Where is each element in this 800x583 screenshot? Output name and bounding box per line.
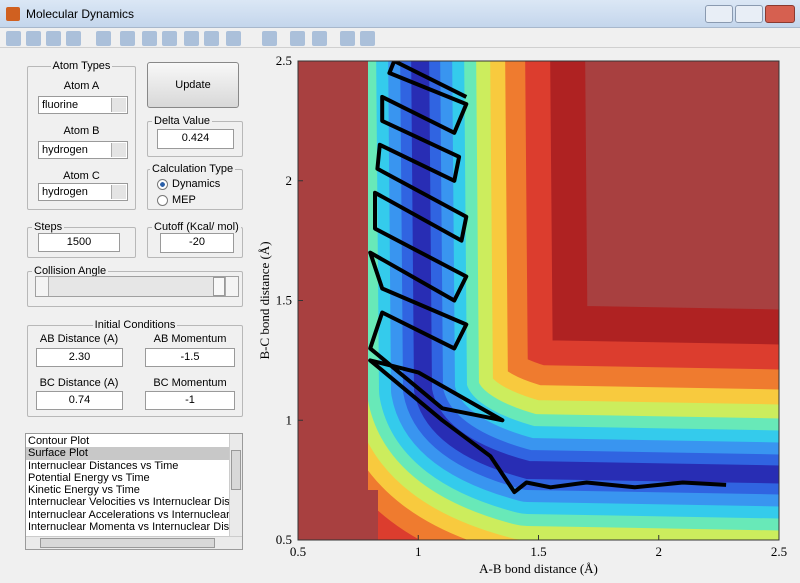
x-tick-label: 2.5 [771,544,787,559]
repulsive-wall [298,61,368,540]
radio-label: MEP [172,194,196,206]
slider-thumb[interactable] [213,277,225,296]
scroll-thumb[interactable] [231,450,241,490]
toolbar-button[interactable] [262,31,277,46]
x-tick-label: 0.5 [290,544,306,559]
slider-left-arrow[interactable] [36,277,49,296]
bc-momentum-input[interactable]: -1 [145,391,235,410]
toolbar-button[interactable] [290,31,305,46]
toolbar-button[interactable] [46,31,61,46]
contour-band [411,61,779,484]
plot-list: Contour Plot Surface Plot Internuclear Dis… [25,433,243,550]
app-icon [6,7,20,21]
collision-angle-panel: Collision Angle [27,265,243,307]
list-item[interactable]: Kinetic Energy vs Time [28,484,140,497]
maximize-button[interactable] [735,5,763,23]
label: Atom B [63,125,100,137]
toolbar-button[interactable] [26,31,41,46]
toolbar-button[interactable] [204,31,219,46]
toolbar-button[interactable] [226,31,241,46]
panel-title: Collision Angle [32,265,109,277]
vertical-scrollbar[interactable] [229,434,242,536]
toolbar-button[interactable] [184,31,199,46]
panel-title: Delta Value [152,115,213,127]
horizontal-scrollbar[interactable] [26,536,242,549]
toolbar-button[interactable] [6,31,21,46]
panel-title: Steps [32,221,65,233]
panel-title: Calculation Type [150,163,236,175]
x-tick-label: 1.5 [530,544,546,559]
trajectory [368,61,727,495]
atom-c-select[interactable]: hydrogen [38,183,128,201]
label: Atom C [63,170,100,182]
toolbar-button[interactable] [360,31,375,46]
delta-value-panel: Delta Value 0.424 [147,115,243,157]
x-axis-label: A-B bond distance (Å) [479,561,598,576]
initial-conditions-panel: Initial Conditions AB Distance (A) AB Mo… [27,319,243,417]
ab-momentum-input[interactable]: -1.5 [145,348,235,367]
toolbar-button[interactable] [312,31,327,46]
minimize-button[interactable] [705,5,733,23]
toolbar-button[interactable] [96,31,111,46]
x-tick-label: 1 [415,544,422,559]
label: BC Momentum [153,377,227,389]
radio-button[interactable] [157,179,168,190]
y-tick-label: 2 [286,173,293,188]
y-tick-label: 0.5 [276,532,292,547]
y-tick-label: 2.5 [276,53,292,68]
calculation-type-panel: Calculation Type Dynamics MEP [147,163,243,210]
toolbar-button[interactable] [120,31,135,46]
radio-label: Dynamics [172,178,221,190]
toolbar-button[interactable] [142,31,157,46]
label: AB Momentum [153,333,227,345]
radio-button[interactable] [157,195,168,206]
list-item[interactable]: Contour Plot [28,435,90,447]
list-item[interactable]: Internuclear Velocities vs Internuclear … [28,496,229,509]
plot: 0.5 1 1.5 2 2.5 0.5 1 1.5 2 2.5 A-B bond distance … [257,53,787,576]
label: BC Distance (A) [39,377,119,389]
list-item[interactable]: Internuclear Distances vs Time [28,459,179,472]
title-bar: Molecular Dynamics [0,0,800,28]
y-tick-label: 1 [286,412,293,427]
y-axis-label: B-C bond distance (Å) [257,241,272,359]
atom-b-select[interactable]: hydrogen [38,141,128,159]
label: Atom A [63,80,100,92]
label: AB Distance (A) [39,333,119,345]
delta-input[interactable]: 0.424 [157,129,234,149]
cutoff-input[interactable]: -20 [160,233,234,253]
window-title: Molecular Dynamics [26,7,135,21]
slider-right-arrow[interactable] [225,277,238,296]
steps-panel: Steps 1500 [27,221,136,258]
toolbar-button[interactable] [340,31,355,46]
close-button[interactable] [765,5,795,23]
panel-title: Initial Conditions [92,319,178,331]
steps-input[interactable]: 1500 [38,233,120,252]
bc-distance-input[interactable]: 0.74 [36,391,123,410]
list-item[interactable]: Potential Energy vs Time [28,471,150,484]
y-tick-label: 1.5 [276,293,292,308]
toolbar [0,28,800,48]
toolbar-button[interactable] [162,31,177,46]
x-tick-label: 2 [656,544,663,559]
atom-types-panel: Atom Types Atom A fluorine Atom B hydrog… [27,60,136,210]
angle-slider[interactable] [35,276,239,297]
scroll-thumb[interactable] [40,538,215,548]
toolbar-button[interactable] [66,31,81,46]
list-item[interactable]: Surface Plot [26,447,229,460]
list-item[interactable]: Internuclear Momenta vs Internuclear Dis… [28,521,229,534]
panel-title: Atom Types [50,60,113,72]
ab-distance-input[interactable]: 2.30 [36,348,123,367]
atom-a-select[interactable]: fluorine [38,96,128,114]
cutoff-panel: Cutoff (Kcal/ mol) -20 [147,221,243,258]
panel-title: Cutoff (Kcal/ mol) [152,221,241,233]
update-button[interactable]: Update [147,62,239,108]
list-item[interactable]: Internuclear Accelerations vs Internucle… [28,508,229,521]
repulsive-wall [298,490,378,540]
